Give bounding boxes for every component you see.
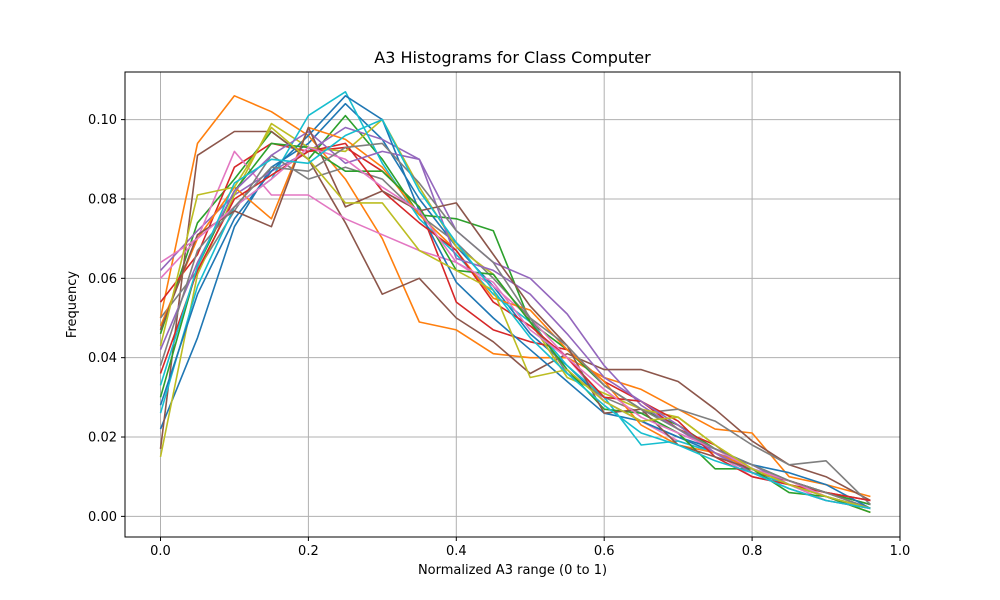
y-axis-label: Frequency [65, 271, 80, 338]
series-line-6 [159, 130, 871, 502]
x-tick-label: 0.8 [742, 544, 763, 559]
x-tick-label: 1.0 [890, 544, 911, 559]
x-tick-label: 0.2 [298, 544, 319, 559]
y-tick-label: 0.06 [88, 272, 117, 287]
x-axis-label: Normalized A3 range (0 to 1) [418, 563, 607, 578]
x-tick-label: 0.4 [446, 544, 467, 559]
y-tick-label: 0.10 [88, 113, 117, 128]
x-tick-label: 0.0 [150, 544, 171, 559]
y-tick-label: 0.04 [88, 351, 117, 366]
y-tick-label: 0.08 [88, 192, 117, 207]
series-line-17 [160, 146, 871, 510]
y-tick-label: 0.00 [88, 510, 117, 525]
series-line-15 [159, 130, 871, 510]
series-line-16 [159, 126, 871, 510]
y-tick-label: 0.02 [88, 431, 117, 446]
axis-ticks: 0.0 0.2 0.4 0.6 0.8 1.0 0.00 0.02 0.04 0.06 0.08 0.… [88, 113, 910, 559]
series-line-19 [159, 126, 871, 510]
series-line-2 [159, 95, 871, 498]
chart-title: A3 Histograms for Class Computer [374, 48, 651, 67]
series-line-18 [159, 142, 871, 510]
series-line-8 [159, 154, 871, 506]
plot-frame [124, 71, 901, 538]
series-line-20 [159, 118, 871, 510]
x-tick-label: 0.6 [594, 544, 615, 559]
series-lines [159, 91, 871, 514]
series-line-7 [159, 150, 871, 510]
